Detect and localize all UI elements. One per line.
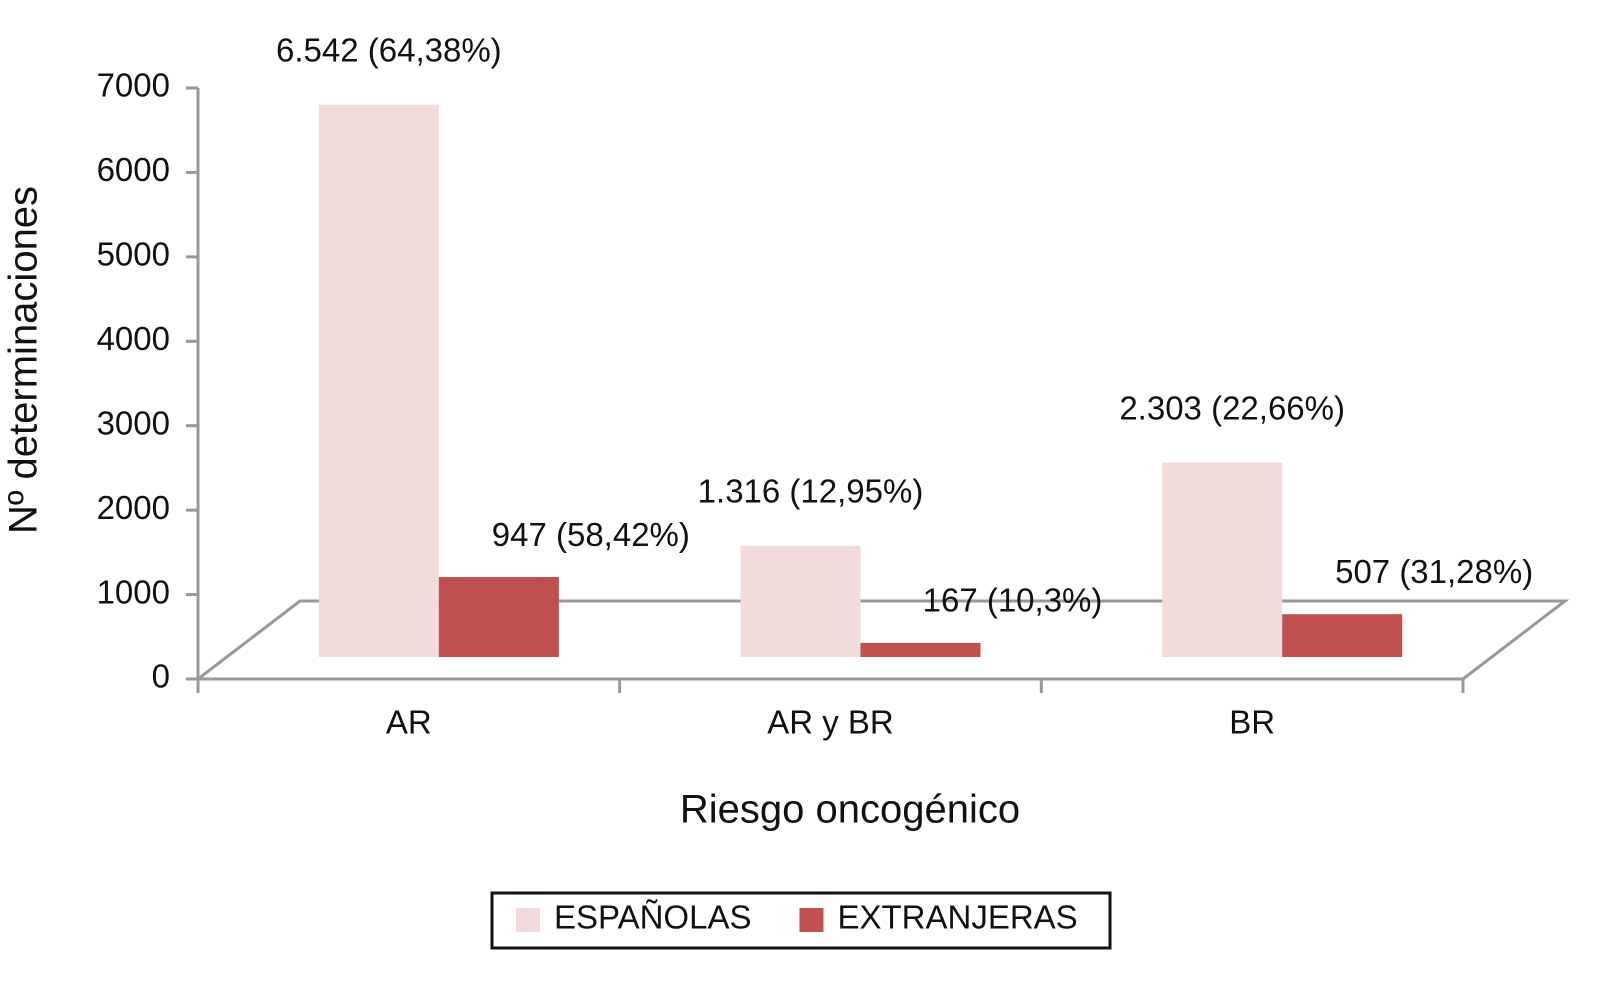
y-tick-label: 3000 xyxy=(97,404,170,441)
bar xyxy=(860,642,981,657)
x-tick-label: AR y BR xyxy=(767,704,894,741)
bar xyxy=(318,104,439,658)
value-label: 6.542 (64,38%) xyxy=(276,31,502,68)
y-tick-label: 1000 xyxy=(97,573,170,610)
x-tick-label: BR xyxy=(1229,704,1275,741)
value-label: 167 (10,3%) xyxy=(923,582,1103,619)
y-tick-label: 0 xyxy=(152,658,170,695)
legend-swatch xyxy=(799,908,824,932)
bar xyxy=(740,545,861,657)
value-label: 947 (58,42%) xyxy=(492,516,690,553)
y-tick-label: 5000 xyxy=(97,236,170,273)
y-tick-label: 4000 xyxy=(97,320,170,357)
value-label: 1.316 (12,95%) xyxy=(698,473,924,510)
value-label: 2.303 (22,66%) xyxy=(1119,389,1345,426)
y-tick-label: 2000 xyxy=(97,489,170,526)
legend-swatch xyxy=(516,908,540,932)
bar xyxy=(1282,614,1403,657)
bar xyxy=(1162,462,1283,657)
value-label: 507 (31,28%) xyxy=(1335,553,1533,590)
y-tick-label: 7000 xyxy=(97,67,170,104)
bar xyxy=(438,577,559,657)
legend-label: ESPAÑOLAS xyxy=(554,899,751,936)
x-tick-label: AR xyxy=(386,704,432,741)
y-axis-title: Nº determinaciones xyxy=(2,186,46,534)
legend-label: EXTRANJERAS xyxy=(837,899,1077,936)
y-tick-label: 6000 xyxy=(97,151,170,188)
legend-box xyxy=(490,891,1112,950)
x-axis-title: Riesgo oncogénico xyxy=(680,788,1020,832)
